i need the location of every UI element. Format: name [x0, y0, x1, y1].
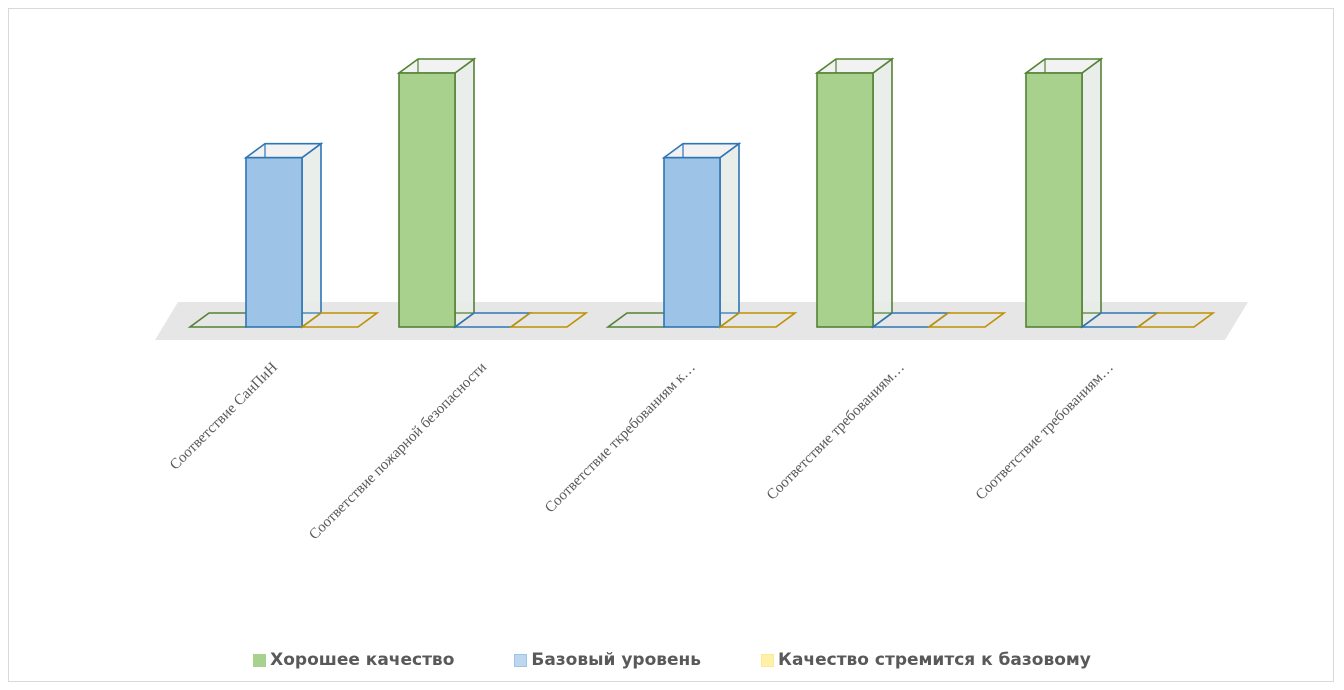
category-label: Соответствие требованиям… [973, 360, 1117, 504]
bar-4-series-1 [814, 57, 895, 329]
legend-label: Базовый уровень [531, 650, 702, 670]
legend-swatch-green [253, 653, 267, 667]
category-label: Соответствие СанПиН [167, 359, 281, 473]
bar-1-series-3 [299, 312, 380, 328]
chart-legend: Хорошее качество Базовый уровень Качеств… [0, 650, 1344, 670]
bar-2-series-3 [508, 312, 589, 328]
chart-frame [8, 8, 1334, 682]
legend-label: Хорошее качество [270, 650, 455, 670]
legend-swatch-blue [514, 653, 528, 667]
legend-swatch-yellow [761, 653, 775, 667]
bar-4-series-3 [926, 312, 1007, 328]
legend-label: Качество стремится к базовому [778, 650, 1091, 670]
bar-1-series-2 [243, 142, 324, 329]
legend-item-base-level: Базовый уровень [514, 650, 701, 670]
bar-3-series-2 [661, 142, 742, 329]
bar-5-series-1 [1023, 57, 1104, 329]
category-label: Соответствие ткребованиям к… [542, 360, 699, 517]
legend-item-good-quality: Хорошее качество [253, 650, 454, 670]
category-label: Соответствие пожарной безопасности [306, 360, 490, 544]
bar-2-series-1 [396, 57, 477, 329]
legend-item-approaching-base: Качество стремится к базовому [761, 650, 1091, 670]
bar-5-series-3 [1135, 312, 1216, 328]
category-label: Соответствие требованиям… [764, 360, 908, 504]
bar-3-series-3 [717, 312, 798, 328]
